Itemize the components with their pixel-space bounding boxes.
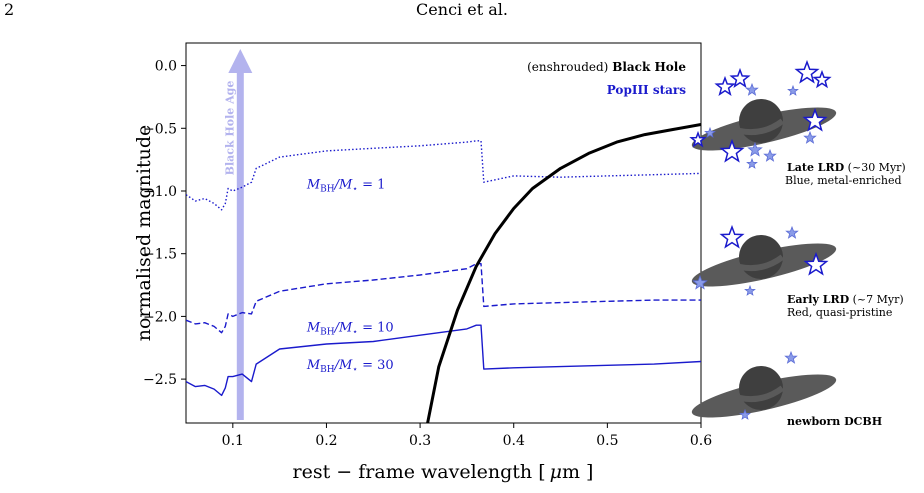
legend-black-hole-prefix: (enshrouded): [527, 60, 608, 74]
star-icon: [803, 130, 817, 144]
ratio-label-1: MBH/M⋆ = 1: [306, 177, 386, 194]
chart-axes: 0.1 0.2 0.3 0.4 0.5 0.6 0.0 −0.5 −1.0 −1.5 −2.0 −2…: [133, 42, 712, 483]
late-lrd-title-main: Late LRD: [787, 161, 845, 174]
series-line-4: [426, 123, 701, 423]
legend-black-hole-main: Black Hole: [612, 60, 686, 74]
early-lrd-stars: [692, 224, 829, 296]
star-icon: [719, 138, 745, 163]
x-axis-label: rest − frame wavelength [μm ]: [293, 461, 594, 483]
star-icon: [787, 84, 799, 96]
x-tick-label: 0.4: [503, 433, 525, 449]
y-axis-label: normalised magnitude: [133, 125, 155, 342]
star-icon: [689, 130, 707, 148]
arrow-head: [228, 49, 253, 73]
y-tick-label: −0.5: [143, 121, 177, 137]
early-lrd-subtitle: Red, quasi-pristine: [787, 306, 892, 319]
late-lrd-subtitle: Blue, metal-enriched: [785, 174, 902, 187]
star-icon: [745, 82, 759, 96]
star-icon: [747, 141, 763, 157]
star-icon: [794, 59, 820, 84]
star-icon: [744, 284, 756, 296]
page-number: 2: [4, 0, 15, 19]
x-tick-label: 0.6: [690, 433, 712, 449]
early-lrd-title: Early LRD (~7 Myr): [787, 293, 904, 306]
star-icon: [719, 224, 745, 249]
y-tick-label: −1.5: [143, 247, 177, 263]
star-icon: [729, 67, 751, 89]
late-lrd-title-age: (~30 Myr): [844, 161, 906, 174]
late-lrd-stars: [689, 59, 832, 169]
legend-entry-popiii-stars: PopIII stars: [607, 83, 687, 97]
y-tick-label: −1.0: [143, 184, 177, 200]
x-tick-label: 0.1: [222, 433, 244, 449]
early-lrd-title-main: Early LRD: [787, 293, 850, 306]
star-icon: [812, 69, 832, 89]
x-tick-label: 0.3: [409, 433, 431, 449]
ratio-label-3: MBH/M⋆ = 30: [306, 358, 394, 375]
series-layer: [186, 123, 701, 423]
series-line-3: [186, 324, 701, 397]
lrd-evolution-illustration: Late LRD (~30 Myr) Blue, metal-enriched …: [689, 59, 906, 428]
series-line-2: [186, 263, 701, 334]
early-lrd-planet-icon: [691, 235, 837, 287]
ratio-labels: MBH/M⋆ = 1 MBH/M⋆ = 10 MBH/M⋆ = 30: [306, 177, 394, 375]
star-icon: [785, 225, 799, 239]
x-tick-label: 0.2: [315, 433, 337, 449]
dcbh-title: newborn DCBH: [787, 415, 882, 428]
y-tick-label: −2.5: [143, 372, 177, 388]
chart-legend: (enshrouded) Black Hole PopIII stars: [527, 60, 686, 97]
star-icon: [803, 251, 829, 276]
y-tick-label: −2.0: [143, 309, 177, 325]
x-ticks: 0.1 0.2 0.3 0.4 0.5 0.6: [222, 423, 712, 449]
dcbh-stars: [739, 350, 798, 420]
series-line-1: [186, 140, 701, 211]
black-hole-age-arrow: Black Hole Age: [223, 49, 253, 420]
y-tick-label: 0.0: [155, 59, 177, 75]
star-icon: [784, 350, 798, 364]
early-lrd-title-age: (~7 Myr): [849, 293, 904, 306]
legend-entry-black-hole: (enshrouded) Black Hole: [527, 60, 686, 74]
dcbh-planet-icon: [691, 366, 837, 418]
y-ticks: 0.0 −0.5 −1.0 −1.5 −2.0 −2.5: [143, 59, 186, 388]
star-icon: [763, 148, 777, 162]
plot-frame: [185, 42, 702, 424]
arrow-label: Black Hole Age: [223, 81, 236, 176]
x-tick-label: 0.5: [596, 433, 618, 449]
star-icon: [692, 274, 708, 290]
late-lrd-title: Late LRD (~30 Myr): [787, 161, 906, 174]
star-icon: [704, 126, 716, 138]
running-head: Cenci et al.: [416, 0, 508, 19]
star-icon: [802, 107, 828, 132]
late-lrd-planet-icon: [691, 99, 837, 151]
star-icon: [714, 75, 736, 97]
ratio-label-2: MBH/M⋆ = 10: [306, 320, 394, 337]
star-icon: [746, 157, 758, 169]
star-icon: [739, 408, 751, 420]
